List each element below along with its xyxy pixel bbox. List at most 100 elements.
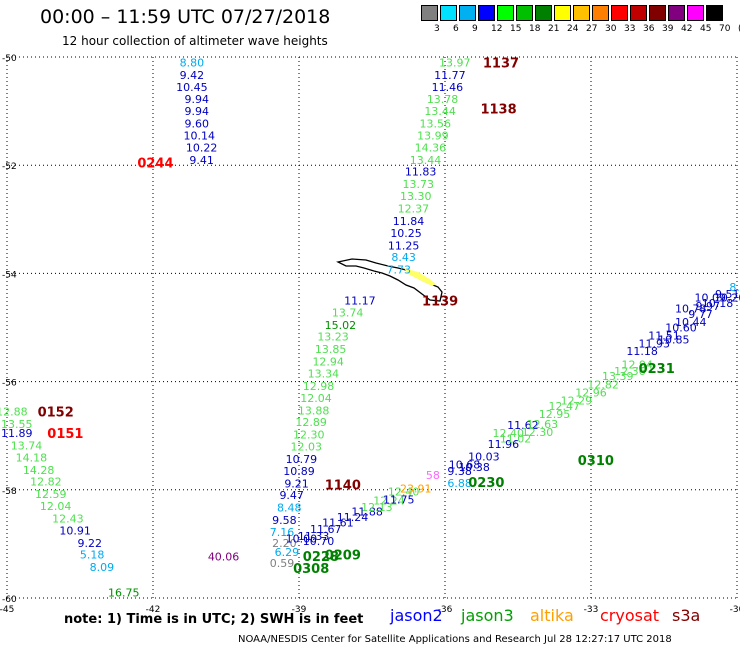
wave-height-label: 10.85 (658, 333, 690, 346)
wave-height-label: 12.95 (539, 408, 571, 421)
wave-height-label: 6.88 (447, 477, 472, 490)
pass-time-label: 0310 (578, 454, 614, 469)
wave-height-label: 10.25 (390, 227, 422, 240)
wave-height-label: 10.68 (449, 458, 481, 471)
wave-height-label: 12.98 (303, 380, 335, 393)
wave-height-label: 13.78 (427, 93, 459, 106)
wave-height-label: 13.74 (11, 439, 43, 452)
colorbar-label: 45 (700, 24, 712, 34)
colorbar-swatch (478, 5, 495, 21)
lon-tick-label: -45 (0, 605, 14, 615)
colorbar-swatch (421, 5, 438, 21)
colorbar-swatch (706, 5, 723, 21)
colorbar-label: 3 (434, 24, 440, 34)
colorbar-label: 24 (567, 24, 579, 34)
wave-height-label: 13.39 (602, 370, 634, 383)
wave-height-label: 13.97 (439, 56, 471, 69)
pass-time-label: 1137 (483, 56, 519, 71)
colorbar-swatch (668, 5, 685, 21)
lat-tick-label: -52 (2, 162, 17, 172)
colorbar-label: 6 (453, 24, 459, 34)
wave-height-label: 23.91 (400, 483, 432, 496)
south-georgia-island (336, 258, 443, 302)
colorbar-label: 30 (605, 24, 617, 34)
wave-height-label: 10.00 (286, 532, 318, 545)
wave-height-label: 11.83 (405, 166, 437, 179)
wave-height-label: 9.47 (279, 489, 304, 502)
wave-height-label: 10.79 (286, 453, 318, 466)
pass-time-label: 0228 (303, 550, 339, 565)
pass-time-label: 0209 (325, 549, 361, 564)
wave-height-label: 11.88 (351, 505, 383, 518)
wave-height-label: 12.30 (522, 426, 554, 439)
wave-height-label: 12.37 (398, 202, 430, 215)
wave-height-label: 10.22 (186, 141, 218, 154)
wave-height-label: 0.59 (270, 557, 295, 570)
wave-height-label: 9.77 (688, 308, 713, 321)
wave-height-label: 9.21 (284, 477, 309, 490)
wave-height-label: 11.25 (388, 239, 420, 252)
wave-height-label: 13.99 (417, 129, 449, 142)
wave-height-label: 10.09 (694, 292, 726, 305)
wave-height-label: 10.03 (468, 450, 500, 463)
wave-height-label: 11.18 (626, 345, 658, 358)
colorbar-label: 12 (491, 24, 503, 34)
wave-height-label: 11.75 (383, 494, 415, 507)
colorbar-label: 70 (719, 24, 731, 34)
wave-height-label: 9.42 (180, 69, 205, 82)
wave-height-label: 14.36 (415, 141, 447, 154)
colorbar-label: (ft) (738, 24, 740, 34)
colorbar-swatch (535, 5, 552, 21)
pass-time-label: 0230 (468, 476, 504, 491)
wave-height-label: 10.45 (176, 81, 208, 94)
wave-height-label: 10.20 (714, 292, 740, 305)
wave-height-label: 10.91 (59, 524, 91, 537)
wave-height-label: 11.67 (310, 523, 342, 536)
lat-tick-label: -58 (2, 487, 17, 497)
wave-height-label: 13.74 (332, 306, 364, 319)
wave-height-label: 8.09 (90, 561, 115, 574)
lat-tick-label: -56 (2, 379, 17, 389)
wave-height-label: 12.59 (35, 488, 67, 501)
satellite-legend-jason3: jason3 (461, 606, 514, 625)
wave-height-label: 13.30 (400, 190, 432, 203)
wave-height-label: 10.70 (303, 535, 335, 548)
wave-height-label: 8.80 (180, 56, 205, 69)
pass-time-label: 0308 (293, 562, 329, 577)
wave-height-label: 9.60 (185, 118, 210, 131)
wave-height-label: 13.55 (1, 418, 33, 431)
wave-height-label: 12.04 (300, 392, 332, 405)
wave-height-label: 12.47 (548, 400, 580, 413)
wave-height-label: 14.28 (23, 464, 55, 477)
wave-height-label: 12.89 (295, 416, 327, 429)
pass-time-label: 0244 (137, 156, 173, 171)
pass-time-label: 1138 (480, 102, 516, 117)
wave-height-label: 14.18 (16, 451, 48, 464)
wave-height-label: 13.34 (308, 367, 340, 380)
wave-height-label: 12.88 (0, 405, 28, 418)
wave-height-label: 12.82 (587, 378, 619, 391)
pass-time-label: 1139 (422, 294, 458, 309)
wave-height-label: 13.23 (317, 331, 349, 344)
colorbar-label: 15 (510, 24, 522, 34)
wave-height-label: 12.29 (561, 395, 593, 408)
island-highlight (404, 268, 436, 286)
wave-height-label: 10.38 (458, 461, 490, 474)
wave-height-label: 9.41 (189, 154, 214, 167)
wave-height-label: 11.24 (337, 511, 369, 524)
wave-height-label: 8.48 (277, 502, 302, 515)
time-labels: 1137 1138 0244 1139 0152 0151 1140 0231 0310 0230… (38, 56, 675, 577)
wave-height-label: 11.46 (432, 81, 464, 94)
wave-height-label: 12.63 (527, 418, 559, 431)
lon-tick-label: -33 (584, 605, 599, 615)
wave-height-label: 11.61 (322, 516, 354, 529)
pass-time-label: 0231 (639, 362, 675, 377)
colorbar-label: 36 (643, 24, 655, 34)
wave-height-label: 10.14 (183, 129, 215, 142)
wave-height-label: 12.94 (621, 358, 653, 371)
satellite-legend-cryosat: cryosat (600, 606, 660, 625)
wave-height-label: 12.36 (614, 365, 646, 378)
wave-height-label: 8.43 (391, 251, 416, 264)
wave-height-label: 58 (426, 469, 440, 482)
colorbar-swatch (440, 5, 457, 21)
